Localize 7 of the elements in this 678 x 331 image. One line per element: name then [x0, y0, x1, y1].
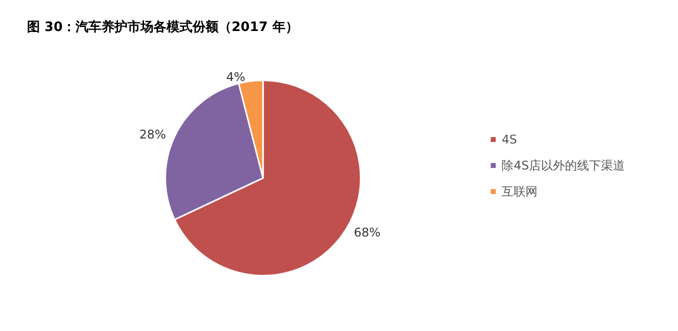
- chart-title: 图 30：汽车养护市场各模式份额（2017 年）: [27, 19, 298, 35]
- legend-label: 除4S店以外的线下渠道: [502, 158, 626, 172]
- data-label: 4%: [226, 70, 246, 84]
- legend-label: 互联网: [502, 184, 538, 198]
- data-label: 28%: [139, 128, 166, 142]
- legend-label: 4S: [502, 132, 518, 146]
- data-label: 68%: [354, 225, 380, 240]
